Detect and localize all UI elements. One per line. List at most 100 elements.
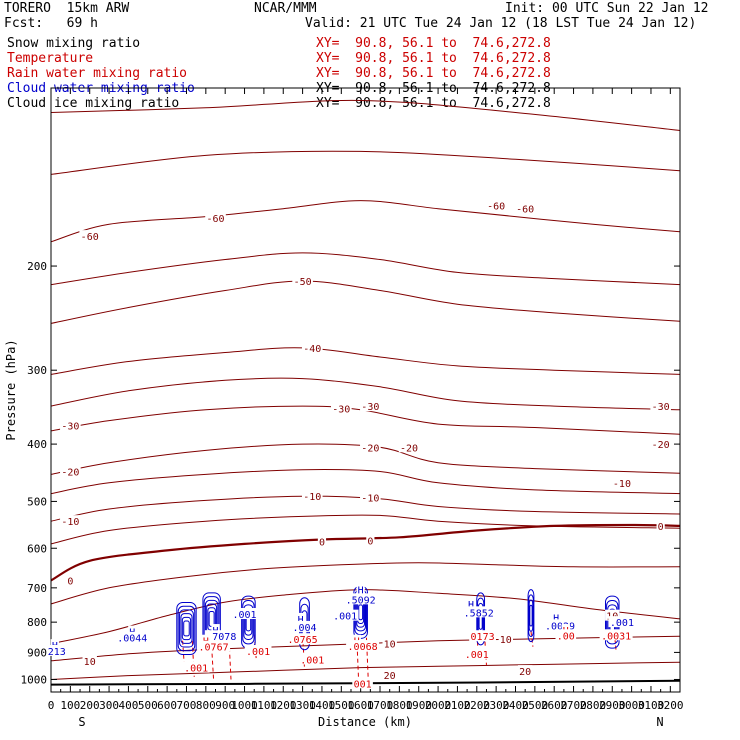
rain-label-7: .0068 <box>348 642 378 653</box>
cloud-water-label-bg-0 <box>128 625 137 637</box>
rain-label-8: 0173 <box>471 632 495 643</box>
isotherm-label-bg-17 <box>60 515 81 527</box>
cloud-water-label-bg-2 <box>211 624 220 636</box>
x-tick-label-22: 2200 <box>464 699 491 712</box>
valid-label: Valid: 21 UTC Tue 24 Jan 12 (18 LST Tue … <box>305 16 697 31</box>
isotherm-label-7: -30 <box>332 404 350 415</box>
isotherm-label-4: -50 <box>294 277 312 288</box>
x-tick-label-7: 700 <box>177 699 197 712</box>
x-tick-label-6: 600 <box>157 699 177 712</box>
model-label: TORERO 15km ARW <box>4 1 130 16</box>
rain-label-11: .00 <box>557 631 575 642</box>
isotherm-label-bg-9 <box>650 400 671 412</box>
isotherm-label-6: -30 <box>61 421 79 432</box>
x-tick-label-3: 300 <box>99 699 119 712</box>
isotherm-line--65 <box>51 150 680 175</box>
cloud-water-label-bg-15 <box>50 639 59 651</box>
isotherm-label-15: -10 <box>361 493 379 504</box>
y-tick-label-4: 600 <box>27 542 47 555</box>
cloud-water-label-1: .0044 <box>117 634 147 645</box>
cloud-water-label-bg-14 <box>608 616 636 628</box>
cloud-water-label-bg-16 <box>46 644 68 656</box>
rain-label-bg-8 <box>469 630 496 642</box>
isotherm-label-25: 10 <box>84 657 96 668</box>
y-tick-label-5: 700 <box>27 582 47 595</box>
cloud-water-label-3: .7078 <box>206 632 236 643</box>
isotherm-line--15 <box>51 469 680 495</box>
cloud-water-label-bg-9 <box>331 609 359 621</box>
x-tick-label-10: 1000 <box>231 699 258 712</box>
cloud-water-label-8: .5092 <box>346 595 376 606</box>
cloud-water-label-bg-13 <box>543 619 577 631</box>
isotherm-label-22: 10 <box>384 640 396 651</box>
isotherm-line--50 <box>51 280 680 324</box>
isotherm-label-3: -60 <box>516 205 534 216</box>
cloud-water-label-bg-5 <box>296 612 305 624</box>
isotherm-line--10 <box>51 495 680 522</box>
isotherm-line-10 <box>51 589 680 645</box>
isotherm-line--35 <box>51 377 680 411</box>
cloud-water-label-bg-12 <box>552 611 561 623</box>
rain-label-bg-7 <box>346 640 380 652</box>
cloud-water-label-12: H <box>553 613 559 624</box>
isotherm-label-bg-8 <box>360 400 381 412</box>
field-label-rain: Rain water mixing ratio <box>7 66 188 81</box>
isotherm-label-23: 10 <box>500 635 512 646</box>
y-tick-label-3: 500 <box>27 495 47 508</box>
rain-label-13: 001 <box>354 679 372 690</box>
field-xy-snow: XY= 90.8, 56.1 to 74.6,272.8 <box>316 36 551 51</box>
isotherm-line-20 <box>51 661 680 680</box>
cloud-water-label-bg-8 <box>344 593 378 605</box>
isotherm-label-bg-11 <box>398 441 420 453</box>
isotherm-label-bg-2 <box>485 199 507 211</box>
x-tick-label-17: 1700 <box>367 699 394 712</box>
cloud-water-label-11: .5852 <box>464 608 494 619</box>
cloud-water-label-bg-10 <box>466 597 476 609</box>
cloud-water-contour-5-0 <box>476 592 486 646</box>
cloud-water-label-5: H <box>298 615 304 626</box>
isotherm-label-13: -20 <box>61 467 79 478</box>
field-label-cloud-ice: Cloud ice mixing ratio <box>7 96 180 111</box>
y-tick-label-0: 200 <box>27 260 47 273</box>
isotherm-line--70 <box>51 99 680 131</box>
isotherm-label-14: -10 <box>303 492 321 503</box>
x-tick-label-19: 1900 <box>405 699 432 712</box>
cloud-water-contour-6-2 <box>528 599 534 632</box>
rain-label-4: .0765 <box>288 635 318 646</box>
cloud-water-label-6: .004 <box>292 623 316 634</box>
rain-label-bg-13 <box>352 677 373 689</box>
x-tick-label-5: 500 <box>138 699 158 712</box>
cloud-water-label-10: H <box>468 600 474 611</box>
rain-label-bg-5 <box>298 653 326 665</box>
cloud-water-contour-6-1 <box>528 594 534 637</box>
isotherm-line--20 <box>51 443 680 475</box>
isotherm-label-bg-18 <box>317 535 327 547</box>
field-xy-rain: XY= 90.8, 56.1 to 74.6,272.8 <box>316 66 551 81</box>
x-axis-start-label: S <box>78 715 85 729</box>
x-tick-label-1: 100 <box>60 699 80 712</box>
x-tick-label-30: 3000 <box>618 699 645 712</box>
isotherm-label-bg-5 <box>301 341 323 353</box>
x-tick-label-31: 3100 <box>638 699 665 712</box>
isotherm-label-16: -10 <box>613 479 631 490</box>
field-label-snow: Snow mixing ratio <box>7 36 141 51</box>
isotherm-label-bg-6 <box>60 419 81 431</box>
y-tick-label-1: 300 <box>27 364 47 377</box>
isotherm-label-11: -20 <box>400 443 418 454</box>
isotherm-label-bg-16 <box>611 476 633 488</box>
isotherm-label-bg-25 <box>82 654 97 666</box>
x-tick-label-25: 2500 <box>522 699 549 712</box>
x-tick-label-0: 0 <box>48 699 55 712</box>
isotherm-label-18: 0 <box>319 538 325 549</box>
cloud-water-label-bg-11 <box>462 606 496 618</box>
rain-label-9: .001 <box>465 650 489 661</box>
isotherm-label-bg-20 <box>656 519 665 531</box>
cloud-water-contour-0-2 <box>179 609 194 648</box>
isotherm-label-bg-21 <box>66 574 75 586</box>
y-tick-label-7: 900 <box>27 646 47 659</box>
rain-label-3: .001 <box>246 647 270 658</box>
isotherm-label-bg-3 <box>514 202 536 214</box>
cloud-water-label-bg-6 <box>291 620 318 632</box>
x-tick-label-18: 1800 <box>386 699 413 712</box>
x-tick-label-26: 2600 <box>541 699 568 712</box>
